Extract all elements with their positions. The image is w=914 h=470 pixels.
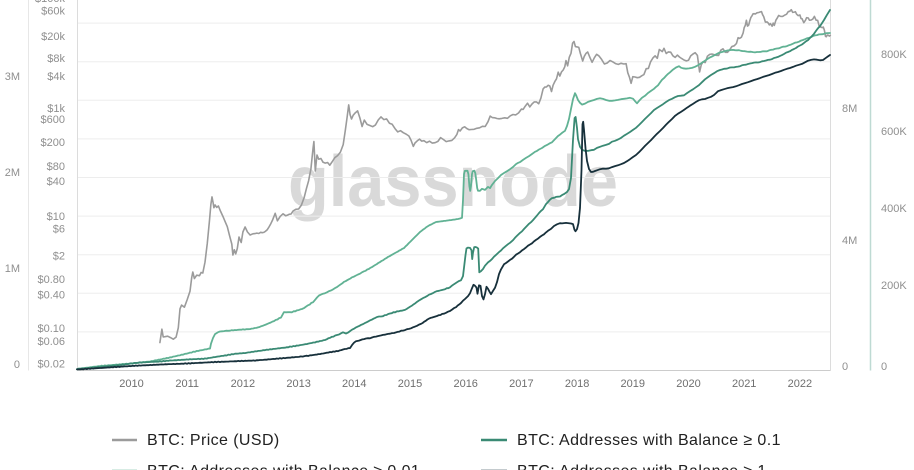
svg-text:BTC: Price (USD): BTC: Price (USD) [147,432,280,449]
svg-text:$1k: $1k [47,103,65,115]
svg-text:0: 0 [842,361,848,373]
svg-text:$200: $200 [41,137,65,149]
svg-text:2012: 2012 [231,378,255,390]
svg-text:0: 0 [14,359,20,371]
svg-text:600K: 600K [881,126,907,138]
svg-text:2022: 2022 [788,378,812,390]
svg-text:2021: 2021 [732,378,756,390]
svg-text:$0.10: $0.10 [37,323,65,335]
svg-text:2011: 2011 [175,378,199,390]
svg-text:$600: $600 [41,114,65,126]
svg-text:3M: 3M [5,71,20,83]
svg-text:2020: 2020 [676,378,700,390]
svg-text:$0.06: $0.06 [37,336,65,348]
svg-text:$8k: $8k [47,53,65,65]
svg-text:glassnode: glassnode [288,142,618,222]
svg-text:BTC: Addresses with Balance ≥: BTC: Addresses with Balance ≥ 0.01 [147,463,420,470]
svg-text:BTC: Addresses with Balance ≥: BTC: Addresses with Balance ≥ 0.1 [517,432,781,449]
svg-text:$4k: $4k [47,71,65,83]
svg-text:2M: 2M [5,167,20,179]
svg-text:$6: $6 [53,224,65,236]
svg-text:2014: 2014 [342,378,366,390]
svg-text:$10: $10 [47,211,65,223]
svg-text:$80: $80 [47,161,65,173]
svg-text:800K: 800K [881,49,907,61]
svg-text:8M: 8M [842,103,857,115]
svg-text:4M: 4M [842,235,857,247]
svg-text:$0.80: $0.80 [37,274,65,286]
svg-text:0: 0 [881,361,887,373]
svg-text:2017: 2017 [509,378,533,390]
svg-text:$2: $2 [53,251,65,263]
svg-text:$40: $40 [47,176,65,188]
svg-text:400K: 400K [881,203,907,215]
svg-text:$0.02: $0.02 [37,359,65,371]
svg-text:$0.40: $0.40 [37,290,65,302]
svg-text:2013: 2013 [286,378,310,390]
svg-text:2019: 2019 [621,378,645,390]
svg-text:2018: 2018 [565,378,589,390]
svg-text:$20k: $20k [41,31,65,43]
svg-text:200K: 200K [881,280,907,292]
svg-text:BTC: Addresses with Balance ≥: BTC: Addresses with Balance ≥ 1 [517,463,767,470]
svg-text:1M: 1M [5,263,20,275]
svg-text:$60k: $60k [41,6,65,18]
svg-text:2010: 2010 [119,378,143,390]
svg-text:$100k: $100k [35,0,65,5]
svg-text:2016: 2016 [453,378,477,390]
svg-text:2015: 2015 [398,378,422,390]
